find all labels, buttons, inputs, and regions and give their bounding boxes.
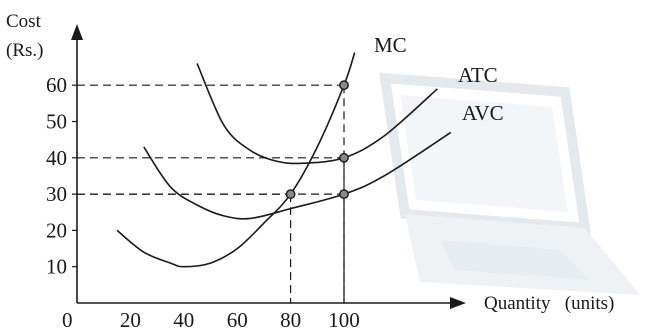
intersection-point [339,152,349,163]
mc-label: MC [374,33,407,57]
x-tick-label: 20 [120,308,141,329]
intersection-point [339,80,349,91]
mc-curve [116,52,356,268]
y-axis-title-line2: (Rs.) [6,40,43,61]
y-tick-label: 20 [46,218,67,242]
atc-curve [196,63,438,165]
marked-points [285,80,349,200]
y-tick-label: 50 [46,110,67,134]
curves: MC ATC AVC [116,33,504,268]
y-tick-label: 30 [46,182,67,206]
x-tick-label: 40 [173,308,194,329]
y-axis-arrow-icon [71,24,83,40]
intersection-point [339,189,349,200]
atc-label: ATC [458,63,498,87]
x-tick-label: 80 [280,308,301,329]
x-tick-label: 100 [328,308,360,329]
x-tick-label: 60 [227,308,248,329]
x-axis-title: Quantity (units) [484,293,614,314]
laptop-watermark-icon [379,72,640,295]
tick-labels: 10 20 30 40 50 60 20 40 60 80 100 [46,73,360,329]
y-tick-label: 60 [46,73,67,97]
y-axis-title-line1: Cost [6,11,42,32]
y-tick-label: 10 [46,255,67,279]
avc-label: AVC [462,101,504,125]
x-axis-arrow-icon [450,297,466,309]
origin-label: 0 [62,308,73,329]
y-tick-label: 40 [46,146,67,170]
axes [71,24,466,309]
guide-lines [77,84,345,303]
avc-curve [143,131,452,220]
intersection-point [285,189,296,200]
